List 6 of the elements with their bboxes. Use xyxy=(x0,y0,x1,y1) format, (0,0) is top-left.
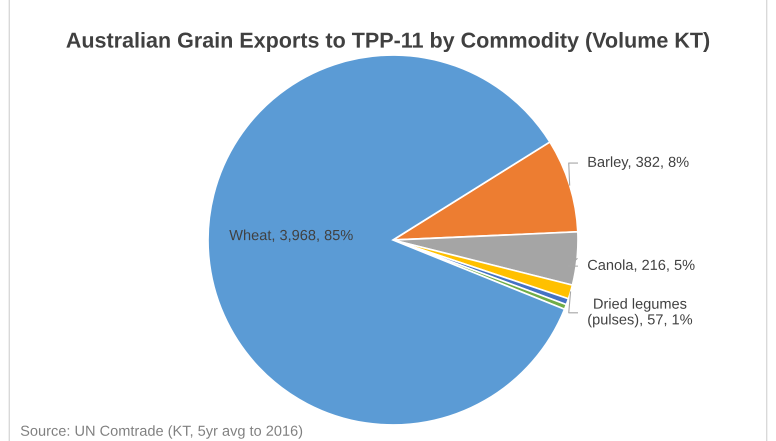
slice-label: Wheat, 3,968, 85% xyxy=(229,230,353,242)
chart-title: Australian Grain Exports to TPP-11 by Commodity (Volume KT) xyxy=(66,32,710,52)
slice-label: Dried legumes (pulses), 57, 1% xyxy=(588,298,692,328)
slice-label: Barley, 382, 8% xyxy=(588,156,689,170)
slice-label: Canola, 216, 5% xyxy=(588,259,695,272)
source-note: Source: UN Comtrade (KT, 5yr avg to 2016) xyxy=(20,425,302,439)
